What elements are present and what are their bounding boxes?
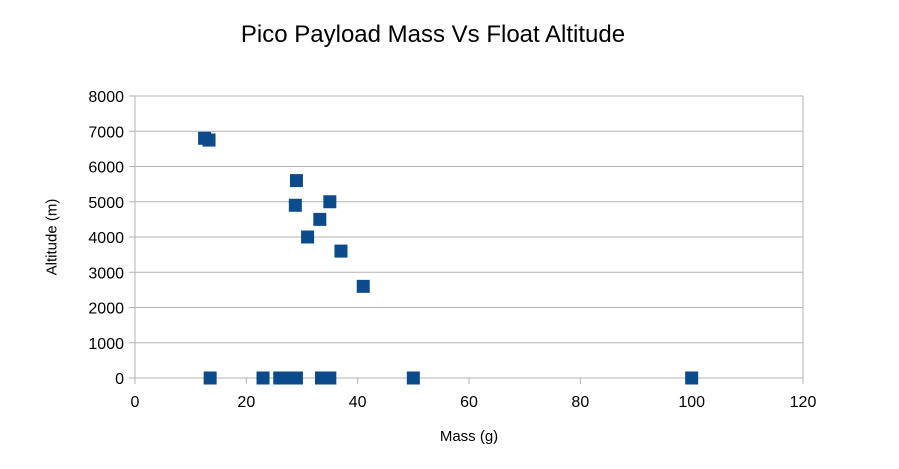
data-point <box>685 371 699 385</box>
data-point <box>288 198 302 212</box>
x-tick-label: 100 <box>678 394 705 411</box>
x-axis-label: Mass (g) <box>439 428 499 445</box>
y-tick-label: 7000 <box>88 124 124 141</box>
x-tick-label: 80 <box>571 394 589 411</box>
y-axis-ticks: 0 1000 2000 3000 4000 5000 6000 7000 8000 <box>88 89 135 388</box>
data-point <box>289 174 303 188</box>
y-tick-label: 3000 <box>88 265 124 282</box>
x-axis-ticks: 0 20 40 60 80 100 120 <box>131 378 817 411</box>
x-tick-label: 40 <box>349 394 367 411</box>
y-axis-label: Altitude (m) <box>43 198 61 276</box>
y-tick-label: 6000 <box>88 160 124 177</box>
y-tick-label: 2000 <box>88 301 124 318</box>
y-tick-label: 0 <box>115 371 124 388</box>
x-tick-label: 0 <box>131 394 140 411</box>
y-tick-label: 8000 <box>88 89 124 106</box>
chart-title: Pico Payload Mass Vs Float Altitude <box>240 21 626 48</box>
data-point <box>289 371 303 385</box>
x-tick-label: 60 <box>460 394 478 411</box>
data-point <box>323 195 337 209</box>
data-points <box>198 131 699 385</box>
y-tick-label: 4000 <box>88 230 124 247</box>
data-point <box>406 371 420 385</box>
gridlines <box>135 95 803 379</box>
data-point <box>256 371 270 385</box>
data-point <box>203 371 217 385</box>
data-point <box>202 133 216 147</box>
data-point <box>301 230 315 244</box>
data-point <box>334 244 348 258</box>
data-point <box>356 279 370 293</box>
data-point <box>323 371 337 385</box>
y-tick-label: 5000 <box>88 195 124 212</box>
data-point <box>313 212 327 226</box>
x-tick-label: 20 <box>237 394 255 411</box>
x-tick-label: 120 <box>790 394 817 411</box>
y-tick-label: 1000 <box>88 336 124 353</box>
